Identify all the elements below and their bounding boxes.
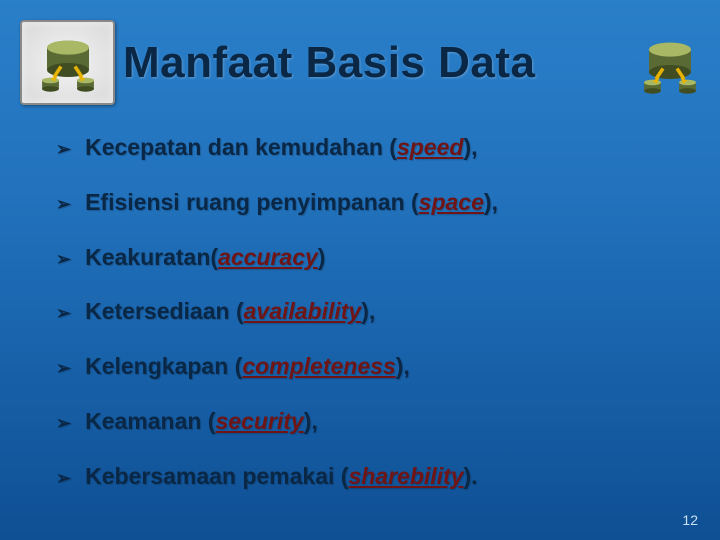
bullet-arrow-icon: ➢ [56, 248, 71, 271]
keyword: sharebility [348, 463, 463, 489]
bullet-arrow-icon: ➢ [56, 138, 71, 161]
keyword: space [419, 189, 484, 215]
bullet-text: Efisiensi ruang penyimpanan (space), [85, 188, 498, 217]
list-item: ➢ Kebersamaan pemakai (sharebility). [56, 462, 670, 491]
bullet-text: Keakuratan(accuracy) [85, 243, 325, 272]
list-item: ➢ Ketersediaan (availability), [56, 297, 670, 326]
database-icon-box-left [20, 20, 115, 105]
keyword: speed [397, 134, 463, 160]
bullet-text: Kelengkapan (completeness), [85, 352, 410, 381]
list-item: ➢ Keakuratan(accuracy) [56, 243, 670, 272]
slide: Manfaat Basis Data ➢ Kecepatan dan kemuda… [0, 0, 720, 540]
keyword: accuracy [218, 244, 318, 270]
list-item: ➢ Keamanan (security), [56, 407, 670, 436]
database-cylinders-icon-right [635, 30, 705, 100]
bullet-arrow-icon: ➢ [56, 467, 71, 490]
list-item: ➢ Kecepatan dan kemudahan (speed), [56, 133, 670, 162]
keyword: availability [244, 298, 362, 324]
bullet-arrow-icon: ➢ [56, 357, 71, 380]
bullet-text: Keamanan (security), [85, 407, 318, 436]
database-cylinders-icon [33, 28, 103, 98]
bullet-arrow-icon: ➢ [56, 193, 71, 216]
slide-title: Manfaat Basis Data [123, 38, 535, 88]
list-item: ➢ Efisiensi ruang penyimpanan (space), [56, 188, 670, 217]
list-item: ➢ Kelengkapan (completeness), [56, 352, 670, 381]
keyword: security [215, 408, 303, 434]
bullet-text: Kebersamaan pemakai (sharebility). [85, 462, 477, 491]
bullet-arrow-icon: ➢ [56, 302, 71, 325]
bullet-text: Ketersediaan (availability), [85, 297, 375, 326]
page-number: 12 [682, 512, 698, 528]
bullet-arrow-icon: ➢ [56, 412, 71, 435]
bullet-text: Kecepatan dan kemudahan (speed), [85, 133, 477, 162]
title-row: Manfaat Basis Data [0, 0, 720, 105]
keyword: completeness [242, 353, 395, 379]
bullet-list: ➢ Kecepatan dan kemudahan (speed), ➢ Efisi… [0, 105, 720, 490]
